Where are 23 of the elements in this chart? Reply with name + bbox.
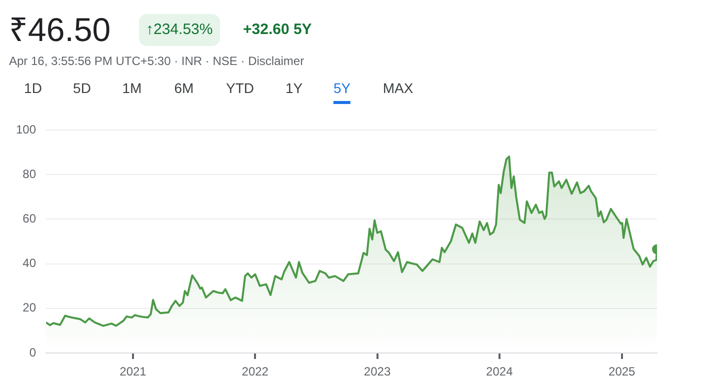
- chart-subtitle: Apr 16, 3:55:56 PM UTC+5:30 · INR · NSE · Disclaimer: [9, 54, 304, 68]
- x-tick-label: 2023: [364, 364, 391, 379]
- text: YTD: [226, 80, 254, 98]
- chart-title: ₹46.50: [9, 10, 111, 50]
- text: 1M: [122, 80, 142, 98]
- y-tick-label: 60: [22, 212, 36, 226]
- text: MAX: [382, 80, 414, 98]
- y-tick-label: 100: [16, 122, 36, 136]
- y-tick-label: 20: [22, 300, 36, 315]
- x-tick-label: 2024: [486, 364, 514, 379]
- y-tick-label: 40: [22, 256, 36, 270]
- x-tick-label: 2022: [242, 364, 269, 379]
- text: ↑234.53%: [139, 14, 220, 46]
- text: 6M: [174, 80, 194, 98]
- y-tick-label: 0: [29, 345, 36, 360]
- text: +32.60 5Y: [243, 20, 312, 40]
- text: 1Y: [285, 80, 303, 98]
- text: 5Y: [333, 80, 351, 104]
- text: 5D: [73, 80, 91, 98]
- x-tick-label: 2021: [120, 364, 147, 379]
- x-tick-label: 2025: [608, 364, 636, 379]
- text: 1D: [24, 80, 42, 98]
- y-tick-label: 80: [22, 166, 36, 181]
